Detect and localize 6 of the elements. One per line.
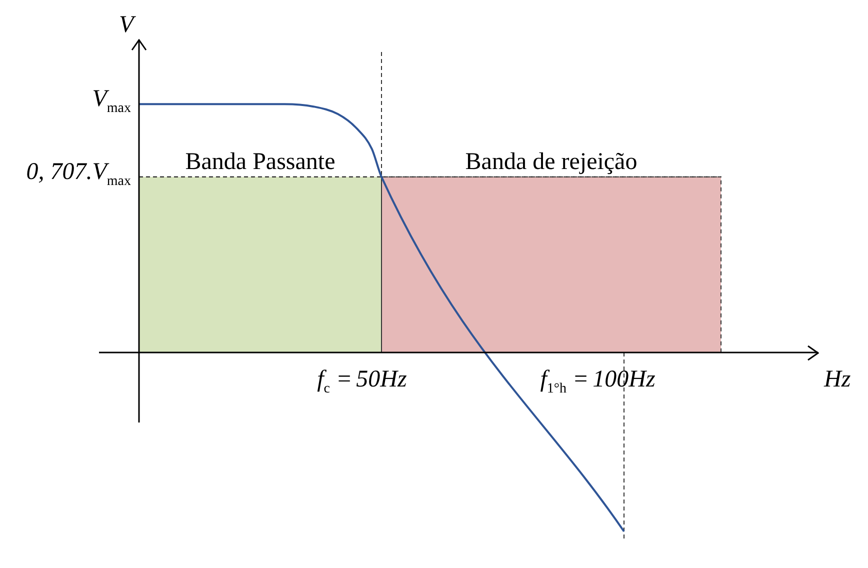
band-label: Banda Passante (185, 148, 336, 175)
x-tick-label: 50Hz (356, 366, 408, 393)
x-axis-title: Hz (823, 366, 852, 393)
y-axis-title: V (119, 12, 136, 38)
band-label: Banda de rejeição (465, 148, 638, 175)
x-tick-label: 100Hz (592, 366, 656, 393)
